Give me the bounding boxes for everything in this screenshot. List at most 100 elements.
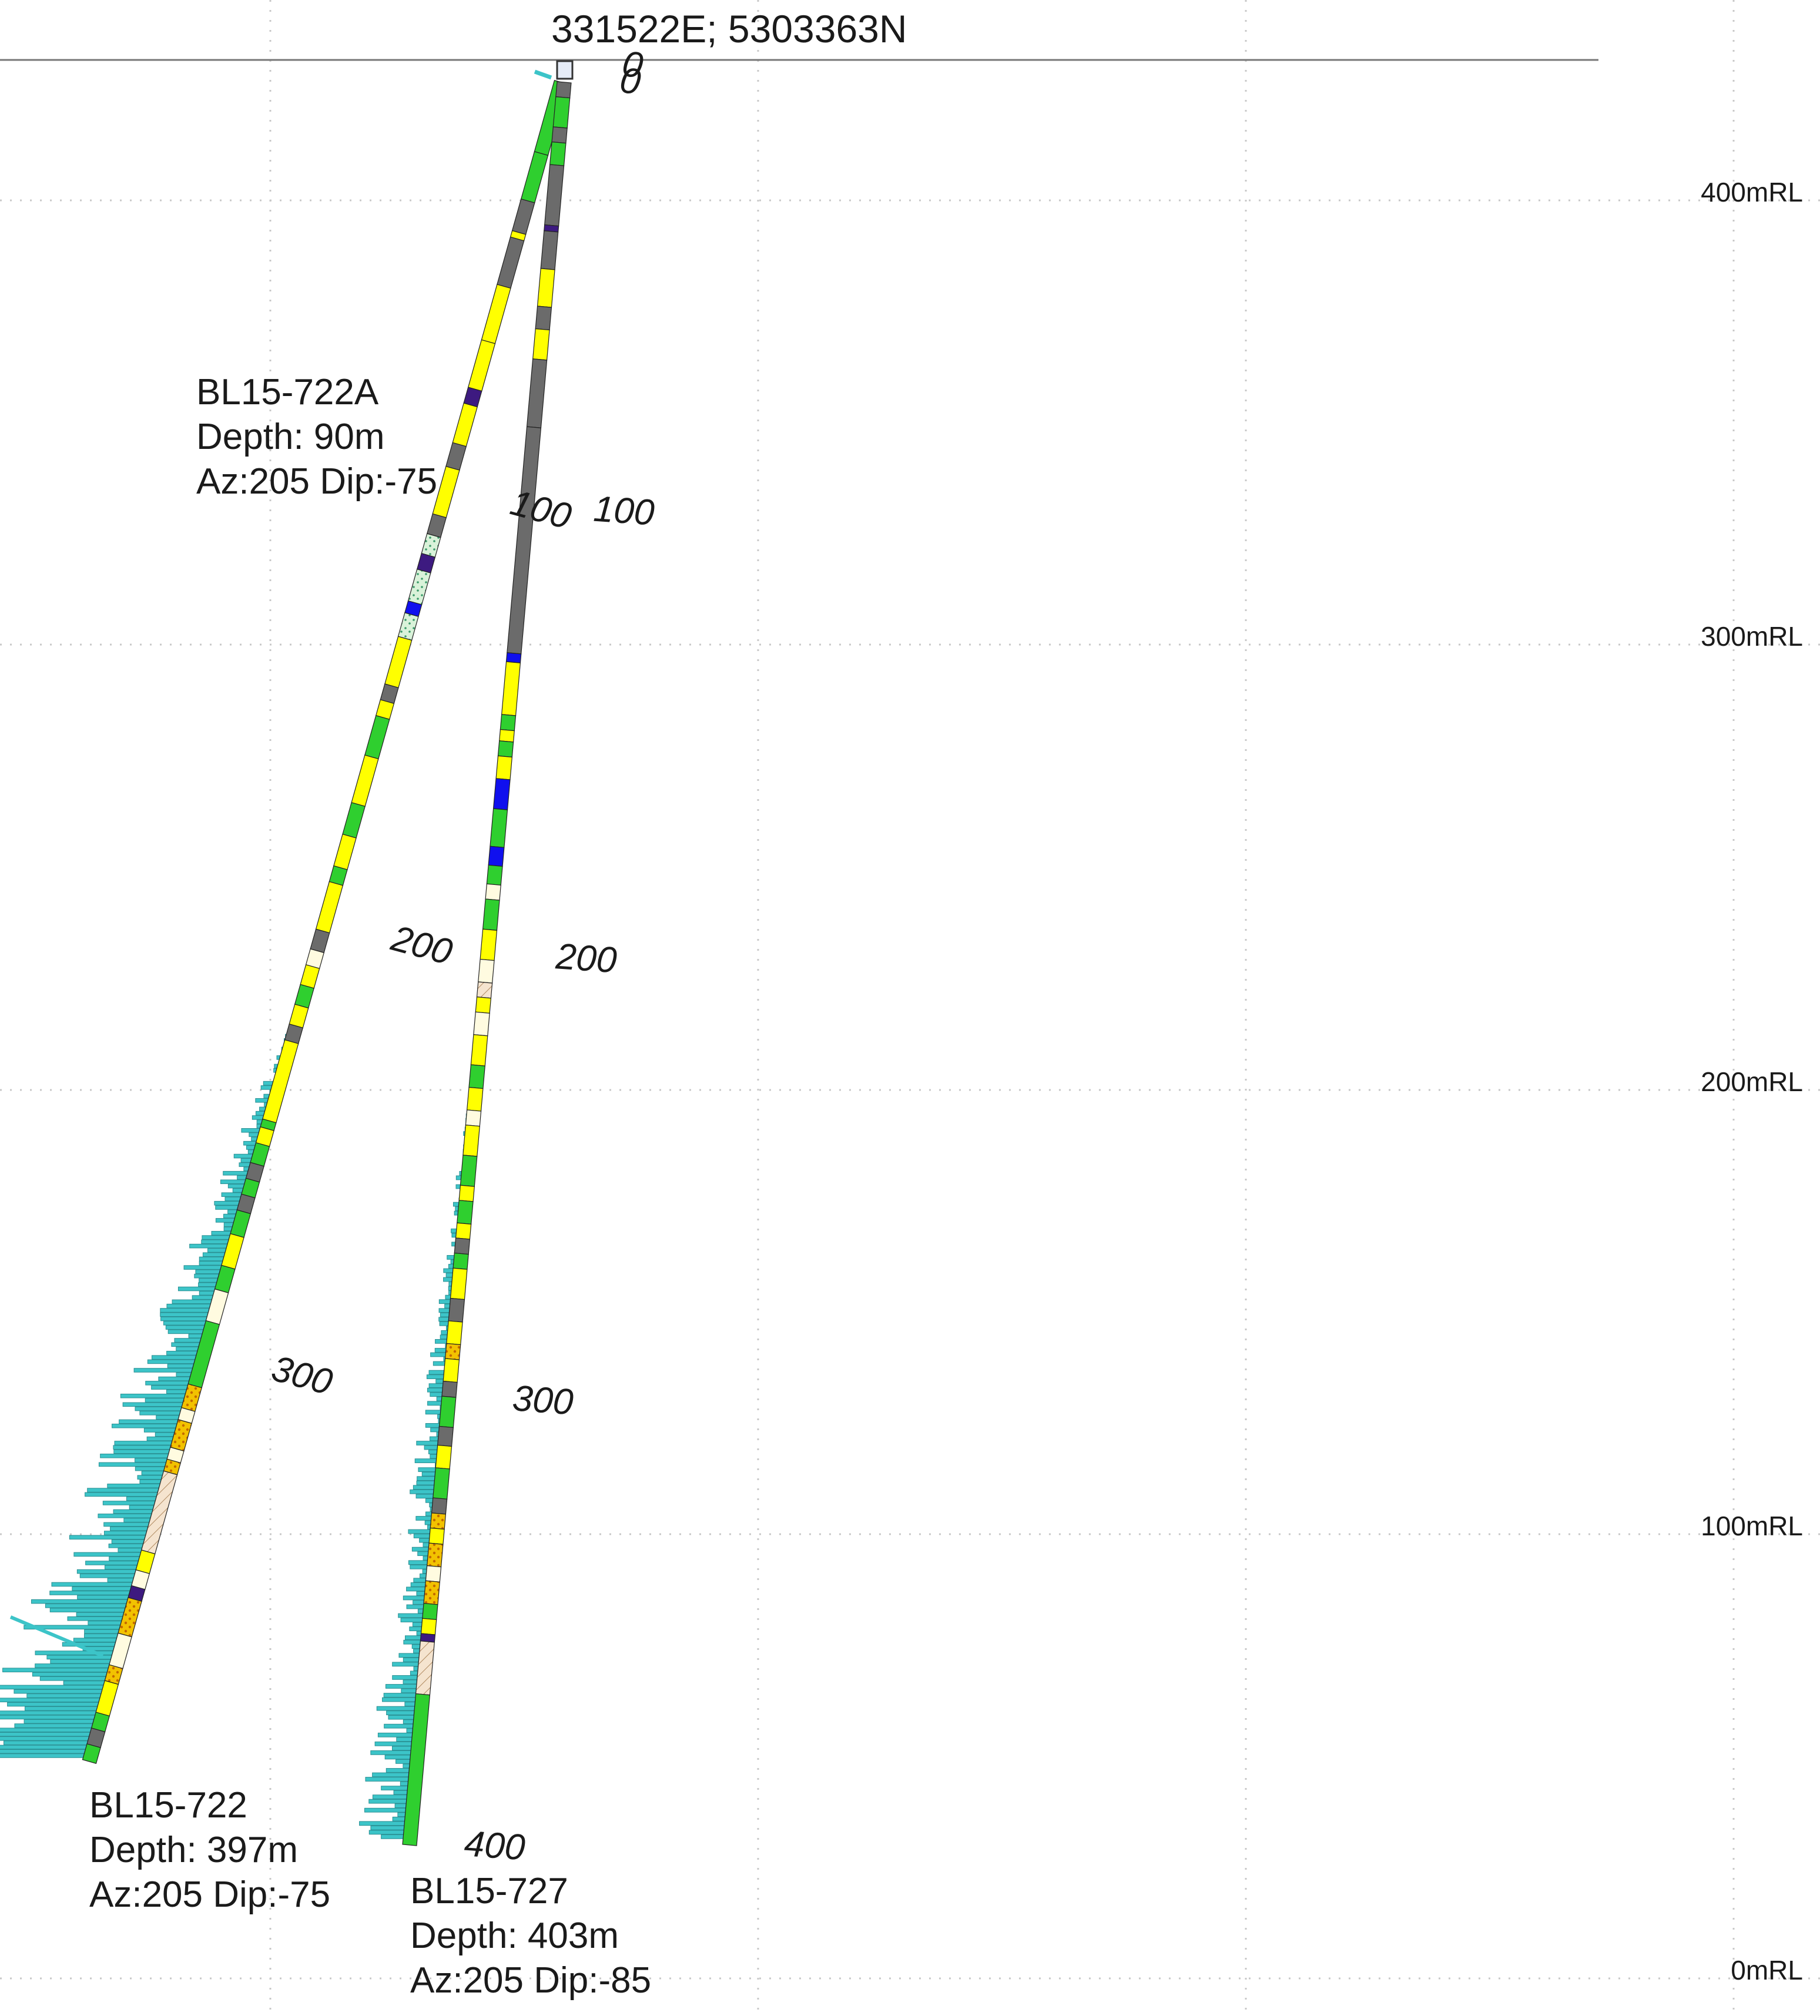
assay-722-bar bbox=[0, 1736, 94, 1741]
rl-label-0: 0mRL bbox=[1731, 1955, 1803, 1985]
hole-727-segment bbox=[435, 1444, 453, 1470]
hole-727-segment bbox=[465, 1109, 482, 1127]
assay-722-bar bbox=[14, 1689, 108, 1694]
hole-727-segment bbox=[499, 729, 515, 743]
hole-722-segment bbox=[82, 1743, 101, 1764]
assay-722-bar bbox=[0, 1710, 101, 1715]
assay-722-bar bbox=[76, 1612, 130, 1617]
hole-727-segment bbox=[490, 808, 508, 848]
hole-727-segment bbox=[455, 1222, 472, 1240]
hole-727-segment bbox=[497, 740, 514, 758]
assay-722-bar bbox=[87, 1488, 166, 1492]
hole-727-segment bbox=[480, 928, 498, 961]
assay-722-bar bbox=[24, 1719, 99, 1724]
hole-727-segment bbox=[537, 268, 555, 308]
hole-727-segment bbox=[420, 1618, 437, 1635]
hole-727-segment bbox=[468, 1064, 485, 1089]
hole-727-segment bbox=[448, 1297, 465, 1323]
hole-727-segment bbox=[544, 164, 565, 227]
hole-722-segment bbox=[481, 284, 511, 344]
hole-727-segment bbox=[446, 1320, 463, 1346]
depth-mark-200-b: 200 bbox=[554, 936, 618, 981]
hole-727-segment bbox=[466, 1086, 484, 1112]
hole-727-segment bbox=[426, 1542, 444, 1568]
hole-727-segment bbox=[482, 898, 500, 931]
assay-722-bar bbox=[85, 1492, 165, 1497]
assay-722-bar bbox=[3, 1740, 92, 1745]
assay-722-bar bbox=[85, 1561, 145, 1565]
depth-mark-200-a: 200 bbox=[387, 918, 457, 973]
hole-722-segment bbox=[421, 533, 441, 558]
assay-722-bar bbox=[103, 1522, 156, 1527]
assay-722-bar bbox=[49, 1591, 136, 1595]
assay-722-bar bbox=[67, 1616, 129, 1621]
assay-722-bar bbox=[26, 1693, 106, 1698]
assay-722-bar bbox=[0, 1715, 100, 1720]
assay-722-bar bbox=[51, 1582, 139, 1587]
assay-722-bar bbox=[77, 1595, 135, 1600]
hole-727-segment bbox=[441, 1380, 458, 1398]
depth-mark-300-a: 300 bbox=[267, 1348, 337, 1403]
hole-orientation: Az:205 Dip:-85 bbox=[410, 1960, 651, 2001]
hole-722-segment bbox=[445, 442, 467, 471]
rl-label-400: 400mRL bbox=[1701, 177, 1803, 207]
hole-727-segment bbox=[437, 1425, 454, 1447]
assay-722-bar bbox=[73, 1552, 148, 1557]
hole-722-segment bbox=[511, 198, 535, 235]
assay-722-bar bbox=[63, 1680, 110, 1685]
assay-722-bar bbox=[76, 1569, 142, 1574]
assay-722-bar bbox=[2, 1668, 114, 1672]
assay-722-bar bbox=[46, 1655, 118, 1660]
assay-722-bar bbox=[0, 1753, 89, 1758]
assay-722-bar bbox=[45, 1604, 132, 1608]
hole-depth: Depth: 90m bbox=[196, 417, 385, 457]
assay-722-bar bbox=[0, 1749, 90, 1754]
hole-722-segment bbox=[315, 881, 344, 934]
hole-727-segment bbox=[462, 1124, 480, 1157]
hole-727-segment bbox=[532, 328, 550, 361]
hole-727-segment bbox=[476, 981, 493, 999]
assay-722-bar bbox=[73, 1638, 122, 1642]
hole-727-segment bbox=[500, 714, 517, 732]
hole-label-bl15-722a: BL15-722A Depth: 90m Az:205 Dip:-75 bbox=[196, 372, 437, 502]
hole-727-segment bbox=[470, 1034, 488, 1066]
hole-727-segment bbox=[450, 1267, 468, 1300]
hole-727-segment bbox=[423, 1580, 440, 1605]
assay-722-bar bbox=[107, 1484, 167, 1488]
assay-722-bar bbox=[35, 1651, 119, 1655]
assay-722-bar bbox=[72, 1586, 138, 1591]
assay-722-bar bbox=[113, 1449, 177, 1454]
assay-722-bar bbox=[35, 1663, 115, 1668]
assay-722-bar bbox=[98, 1514, 159, 1518]
assay-722-outlier-bar bbox=[9, 1615, 104, 1658]
hole-722-segment bbox=[467, 339, 496, 392]
hole-722-segment bbox=[289, 1004, 309, 1029]
assay-722-bar bbox=[39, 1676, 111, 1681]
hole-727-segment bbox=[460, 1155, 478, 1187]
hole-727-segment bbox=[485, 883, 501, 901]
hole-name: BL15-727 bbox=[410, 1871, 568, 1911]
hole-722-segment bbox=[497, 236, 525, 289]
assay-722-surface-bar bbox=[534, 69, 552, 80]
hole-727-segment bbox=[526, 358, 548, 428]
hole-727-segment bbox=[430, 1512, 447, 1530]
hole-727-segment bbox=[443, 1358, 460, 1383]
assay-722-bar bbox=[79, 1574, 141, 1578]
hole-727-segment bbox=[444, 1343, 461, 1360]
assay-722-bar bbox=[0, 1685, 109, 1690]
hole-727-segment bbox=[478, 958, 495, 984]
hole-727-segment bbox=[552, 96, 571, 129]
hole-722-segment bbox=[333, 833, 357, 870]
depth-mark-0-b: 0 bbox=[617, 60, 643, 103]
assay-722-bar bbox=[122, 1402, 191, 1407]
assay-722-bar bbox=[112, 1423, 185, 1428]
hole-depth: Depth: 403m bbox=[410, 1916, 619, 1956]
hole-727-segment bbox=[422, 1603, 438, 1621]
hole-722-segment bbox=[426, 513, 447, 538]
assay-722-bar bbox=[0, 1698, 105, 1703]
assay-722-bar bbox=[114, 1441, 180, 1445]
hole-trace-bl15-722 bbox=[82, 80, 569, 1764]
hole-name: BL15-722 bbox=[89, 1785, 247, 1826]
